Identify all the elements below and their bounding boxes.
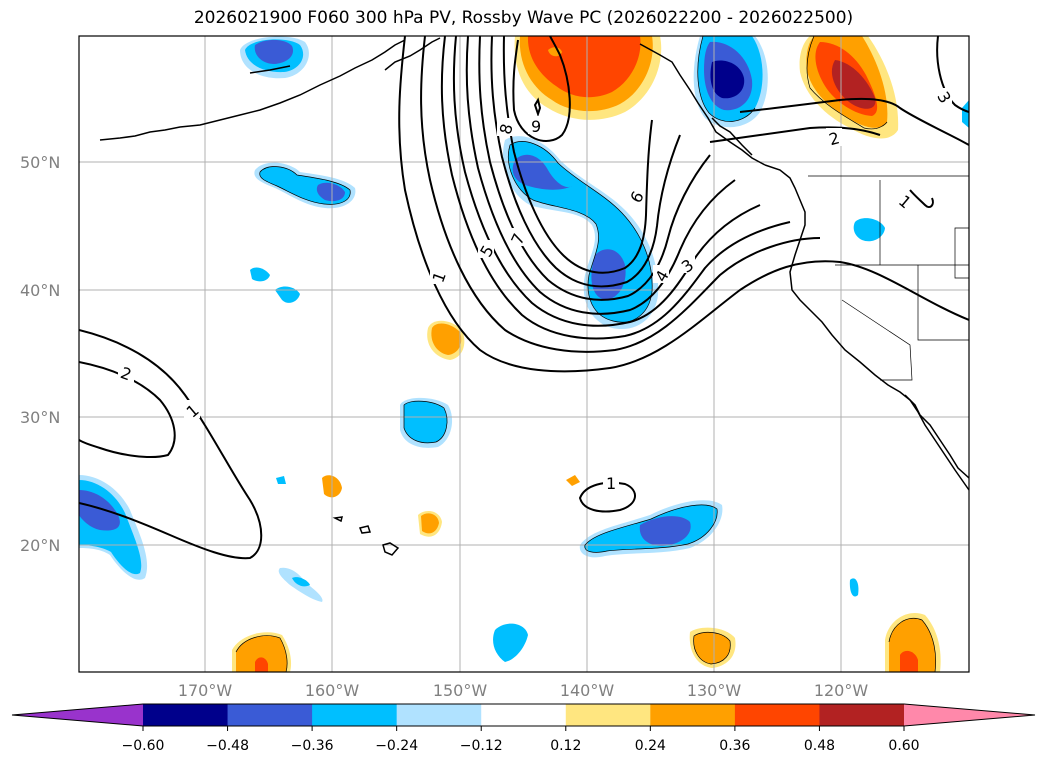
contour-label: 1 bbox=[606, 474, 616, 493]
longitude-labels: 170°W 160°W 150°W 140°W 130°W 120°W bbox=[178, 681, 869, 700]
contour-1-west bbox=[79, 329, 263, 560]
contour-label: 2 bbox=[827, 128, 842, 149]
positive-anomaly-small-4 bbox=[566, 475, 580, 486]
rossby-wave-contours bbox=[79, 36, 969, 560]
colorbar-cell bbox=[396, 704, 482, 726]
contour-label: 9 bbox=[531, 117, 541, 136]
lon-label-140w: 140°W bbox=[560, 681, 615, 700]
colorbar-tick-label: 0.48 bbox=[804, 738, 835, 754]
colorbar-tick-label: 0.60 bbox=[888, 738, 919, 754]
lon-label-120w: 120°W bbox=[814, 681, 869, 700]
colorbar-tick-label: 0.24 bbox=[635, 738, 666, 754]
political-boundaries bbox=[808, 175, 969, 381]
colorbar-cell bbox=[819, 704, 905, 726]
lat-label-50n: 50°N bbox=[20, 153, 60, 172]
anomaly-outlines bbox=[235, 36, 936, 672]
colorbar-tick-label: −0.36 bbox=[291, 738, 334, 754]
pv-anomaly-shading bbox=[79, 36, 969, 672]
colorbar-tick-label: −0.12 bbox=[460, 738, 503, 754]
lat-label-20n: 20°N bbox=[20, 536, 60, 555]
negative-anomaly-hawaii-east bbox=[579, 500, 723, 558]
colorbar-cell bbox=[312, 704, 398, 726]
colorbar-cell bbox=[650, 704, 736, 726]
colorbar-cell bbox=[227, 704, 313, 726]
colorbar-extend-high bbox=[904, 704, 1035, 726]
colorbar-cell bbox=[734, 704, 820, 726]
colorbar-cell bbox=[481, 704, 567, 726]
map-title: 2026021900 F060 300 hPa PV, Rossby Wave … bbox=[193, 8, 854, 28]
lon-label-160w: 160°W bbox=[305, 681, 360, 700]
colorbar-tick-label: 0.36 bbox=[719, 738, 750, 754]
contour-2-north bbox=[739, 97, 969, 146]
colorbar-tick-label: −0.60 bbox=[122, 738, 165, 754]
lon-label-130w: 130°W bbox=[687, 681, 742, 700]
negative-anomaly-160w bbox=[250, 162, 356, 303]
contour-1-outer bbox=[398, 36, 969, 373]
map-frame bbox=[78, 35, 970, 673]
coastlines bbox=[99, 37, 969, 556]
contour-label: 8 bbox=[496, 122, 517, 137]
colorbar-cell bbox=[565, 704, 651, 726]
negative-anomaly-bering bbox=[240, 36, 309, 79]
colorbar-cell bbox=[143, 704, 229, 726]
negative-anomaly-small-1 bbox=[493, 623, 528, 662]
latitude-labels: 50°N 40°N 30°N 20°N bbox=[20, 153, 60, 555]
negative-anomaly-small-3 bbox=[853, 218, 885, 242]
colorbar-tick-label: 0.12 bbox=[550, 738, 581, 754]
contour-5 bbox=[465, 36, 736, 315]
lat-label-30n: 30°N bbox=[20, 408, 60, 427]
contour-3 bbox=[440, 36, 791, 340]
contour-4 bbox=[452, 36, 761, 327]
lat-label-40n: 40°N bbox=[20, 281, 60, 300]
colorbar-tick-label: −0.48 bbox=[206, 738, 249, 754]
contour-9b bbox=[533, 97, 542, 118]
contour-9a bbox=[512, 36, 571, 142]
contour-2 bbox=[420, 36, 821, 353]
negative-anomaly-small-2 bbox=[849, 578, 859, 597]
colorbar: −0.60 −0.48 −0.36 −0.24 −0.12 0.12 0.24 0.36 0.4… bbox=[11, 703, 1036, 754]
positive-anomaly-gulf-of-alaska bbox=[514, 36, 662, 120]
contour-3-north bbox=[936, 36, 969, 113]
contour-1-small bbox=[578, 481, 636, 513]
colorbar-extend-low bbox=[12, 704, 143, 726]
lon-label-150w: 150°W bbox=[433, 681, 488, 700]
contour-7 bbox=[490, 36, 681, 288]
negative-anomaly-150w bbox=[400, 397, 453, 448]
negative-anomaly-west-edge bbox=[79, 475, 148, 580]
positive-anomaly-british-columbia bbox=[799, 36, 899, 139]
colorbar-tick-label: −0.24 bbox=[375, 738, 418, 754]
contour-2-west bbox=[79, 361, 176, 458]
lon-label-170w: 170°W bbox=[178, 681, 233, 700]
contour-6 bbox=[478, 36, 711, 301]
